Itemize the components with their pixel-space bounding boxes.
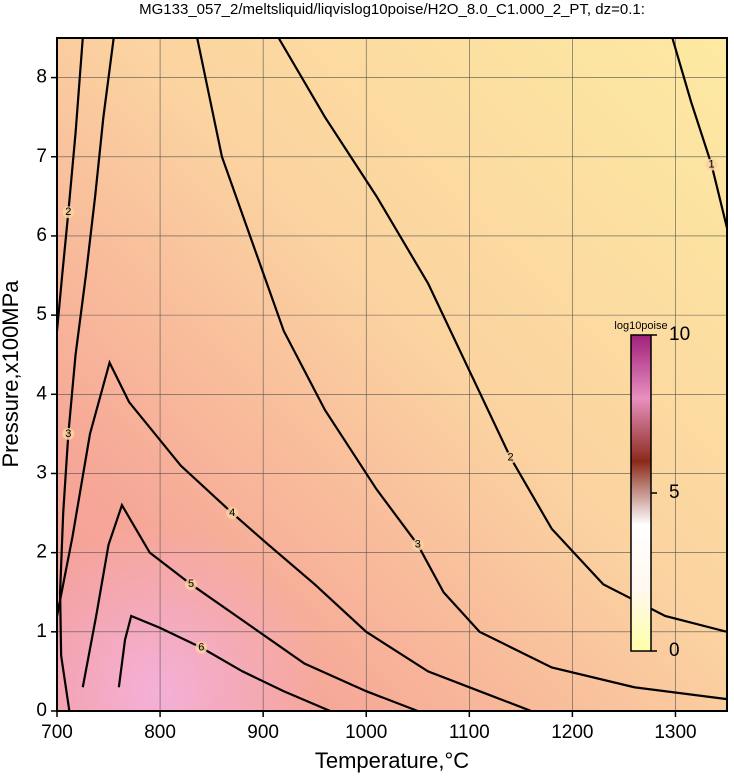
contour-line <box>671 38 727 229</box>
plot-frame <box>56 37 728 712</box>
y-tick-label: 3 <box>36 462 47 483</box>
contour-line <box>81 502 419 711</box>
y-tick-label: 7 <box>36 146 47 167</box>
y-tick-label: 8 <box>36 67 47 88</box>
colorbar-tick-label: 5 <box>669 482 680 503</box>
contour-label: 3 <box>415 539 421 551</box>
contour-label-bg <box>504 451 517 464</box>
contour-line <box>117 614 331 711</box>
contour-line <box>58 38 115 711</box>
contour-label-bg <box>705 158 718 171</box>
contour-label: 6 <box>198 642 204 654</box>
x-axis-label: Temperature,°C <box>315 748 469 773</box>
plot-shade <box>57 38 727 711</box>
chart-title: MG133_057_2/meltsliquid/liqvislog10poise… <box>139 1 645 18</box>
x-tick-label: 1300 <box>654 722 696 743</box>
contour-label: 5 <box>188 578 194 590</box>
contour-line <box>196 38 727 701</box>
y-tick-label: 1 <box>36 621 47 642</box>
colorbar-tick-label: 10 <box>669 324 690 345</box>
colorbar <box>630 334 652 652</box>
colorbar-label: log10poise <box>614 320 667 332</box>
y-tick-label: 0 <box>36 700 47 721</box>
x-tick-label: 900 <box>247 722 279 743</box>
y-tick-label: 4 <box>36 383 47 404</box>
contour-label: 2 <box>65 206 71 218</box>
x-tick-label: 1000 <box>345 722 387 743</box>
contour-label-bg <box>62 206 75 219</box>
y-tick-label: 5 <box>36 304 47 325</box>
x-tick-label: 800 <box>144 722 176 743</box>
x-tick-label: 1100 <box>449 722 490 743</box>
y-tick-label: 2 <box>36 542 47 563</box>
x-tick-label: 1200 <box>551 722 593 743</box>
contour-label-bg <box>226 507 239 520</box>
y-axis-label: Pressure,x100MPa <box>0 280 23 468</box>
x-tick-label: 700 <box>41 722 73 743</box>
contour-label: 1 <box>708 159 714 171</box>
y-tick-label: 6 <box>36 225 47 246</box>
contour-label-bg <box>195 641 208 654</box>
contour-label: 4 <box>229 507 235 519</box>
contour-label: 2 <box>507 452 513 464</box>
colorbar-tick-label: 0 <box>669 640 680 661</box>
contour-label-bg <box>411 538 424 551</box>
contour-label-bg <box>185 578 197 591</box>
contour-label-bg <box>62 427 75 440</box>
plot-area: 1 2 2 3 3 4 5 6 <box>57 38 727 711</box>
contour-label: 3 <box>65 428 71 440</box>
